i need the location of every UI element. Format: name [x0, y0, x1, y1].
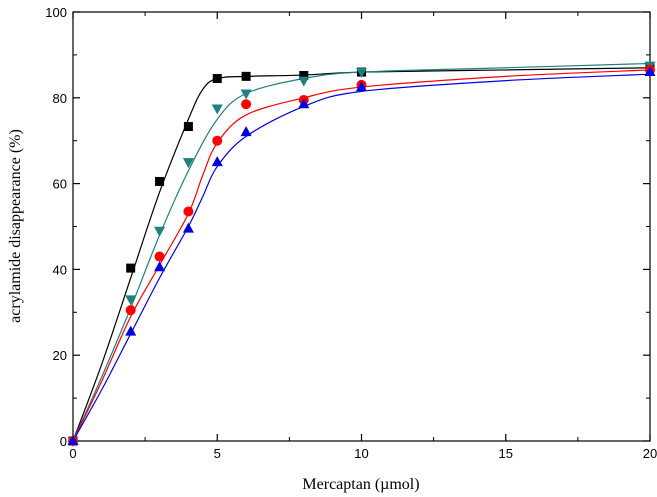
series-2-point [125, 295, 137, 306]
x-axis-title: Mercaptan (µmol) [302, 476, 419, 493]
series-3-point [241, 99, 252, 110]
y-tick-labels: 0 20 40 60 80 100 [45, 5, 67, 449]
axis-ticks [72, 11, 651, 442]
series-1-point [212, 73, 222, 83]
x-tick-label: 5 [214, 446, 221, 461]
series-4-point [125, 325, 137, 336]
series-4-point [211, 156, 223, 167]
x-tick-label: 15 [499, 446, 513, 461]
series-1-point [299, 70, 309, 80]
x-tick-label: 0 [69, 446, 76, 461]
series-1-curve [72, 67, 651, 442]
series-4-point [644, 66, 656, 77]
y-tick-label: 0 [60, 434, 67, 449]
series-1-point [183, 122, 193, 132]
y-axis-title: acrylamide disappearance (%) [7, 129, 24, 323]
series-1-point [155, 176, 165, 186]
series-4-point [356, 81, 367, 92]
y-tick-label: 60 [53, 177, 67, 192]
series-1-point [241, 71, 251, 81]
y-tick-label: 20 [53, 348, 67, 363]
series-3-point [125, 305, 136, 316]
series-4-point [298, 98, 310, 109]
series-1-point [126, 263, 136, 273]
series-3-point [154, 251, 165, 262]
series-2-point [298, 76, 310, 87]
series-2-point [154, 226, 166, 237]
series-2-point [356, 68, 367, 79]
y-tick-label: 100 [45, 5, 67, 20]
series-2-point [211, 104, 223, 115]
series-3-point [183, 206, 194, 217]
x-tick-label: 20 [643, 446, 657, 461]
data-points [67, 61, 656, 447]
series-2-curve [72, 62, 651, 442]
series-3-point [212, 135, 223, 146]
series-2-point [182, 158, 194, 169]
x-tick-label: 10 [354, 446, 368, 461]
x-tick-labels: 0 5 10 15 20 [69, 446, 657, 461]
y-tick-label: 80 [53, 91, 67, 106]
series-4-point [182, 222, 194, 233]
series-4-point [67, 435, 79, 445]
series-4-point [240, 126, 252, 137]
y-tick-label: 40 [53, 262, 67, 277]
series-4-point [154, 261, 166, 272]
series-2-point [240, 89, 252, 100]
